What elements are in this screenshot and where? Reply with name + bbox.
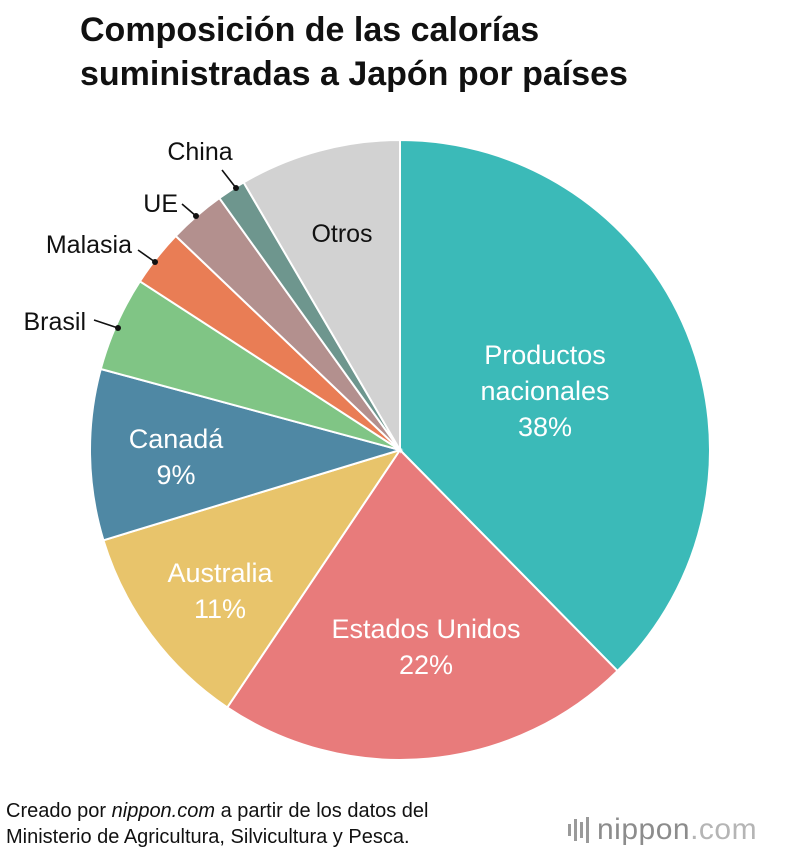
slice-value: 9%	[156, 460, 195, 490]
brand-logo: nippon.com	[568, 812, 757, 848]
source-prefix: Creado por	[6, 800, 112, 822]
pie-slice-9	[242, 138, 401, 454]
slice-name: Estados Unidos	[331, 614, 520, 644]
leader-dot-china	[233, 185, 239, 191]
slice-label-brasil: Brasil	[23, 308, 86, 336]
chart-title-line-2: suministradas a Japón por países	[80, 55, 628, 93]
leader-line-malasia	[137, 249, 156, 263]
pie-slice-4	[89, 367, 404, 542]
source-note-line-1: Creado por nippon.com a partir de los da…	[6, 798, 566, 824]
brand-name: nippon	[597, 813, 691, 846]
slice-label-otros: Otros	[311, 220, 372, 248]
brand-domain: .com	[690, 813, 758, 846]
pie-slice-1	[399, 138, 711, 673]
pie-slice-3	[102, 448, 403, 709]
slice-name: nacionales	[480, 376, 609, 406]
pie-leader-lines	[93, 169, 239, 331]
leader-line-ue	[181, 203, 197, 217]
brand-wordmark: nippon.com	[597, 813, 757, 847]
slice-value: 11%	[194, 594, 246, 624]
slice-label-canadá: Canadá 9%	[129, 424, 225, 490]
slice-name: Otros	[311, 220, 372, 248]
leader-dot-brasil	[115, 325, 121, 331]
slice-label-ue: UE	[143, 190, 178, 218]
leader-dot-malasia	[152, 259, 158, 265]
slice-label-malasia: Malasia	[46, 231, 132, 259]
pie-labels: Productos nacionales 38% Estados Unidos 22% A…	[23, 138, 609, 680]
leader-dot-ue	[193, 213, 199, 219]
chart-title: Composición de las calorías suministrada…	[80, 8, 780, 96]
source-suffix: a partir de los datos del	[215, 800, 429, 822]
slice-value: 38%	[518, 412, 572, 442]
source-note: Creado por nippon.com a partir de los da…	[6, 798, 566, 850]
slice-label-productos-nacionales: Productos nacionales 38%	[480, 340, 609, 442]
pie-slices	[89, 138, 711, 761]
source-note-line-2: Ministerio de Agricultura, Silvicultura …	[6, 826, 410, 848]
leader-line-brasil	[93, 319, 119, 329]
chart-title-line-1: Composición de las calorías	[80, 11, 540, 49]
slice-label-australia: Australia 11%	[167, 558, 273, 624]
slice-name: Productos	[484, 340, 606, 370]
slice-label-estados-unidos: Estados Unidos 22%	[331, 614, 520, 680]
slice-name: Australia	[167, 558, 273, 588]
pie-slice-2	[225, 448, 619, 761]
leader-line-china	[221, 169, 237, 189]
sound-bars-icon	[568, 817, 589, 843]
slice-value: 22%	[399, 650, 453, 680]
source-site: nippon.com	[111, 800, 216, 822]
slice-name: Canadá	[129, 424, 225, 454]
slice-label-china: China	[167, 138, 232, 166]
